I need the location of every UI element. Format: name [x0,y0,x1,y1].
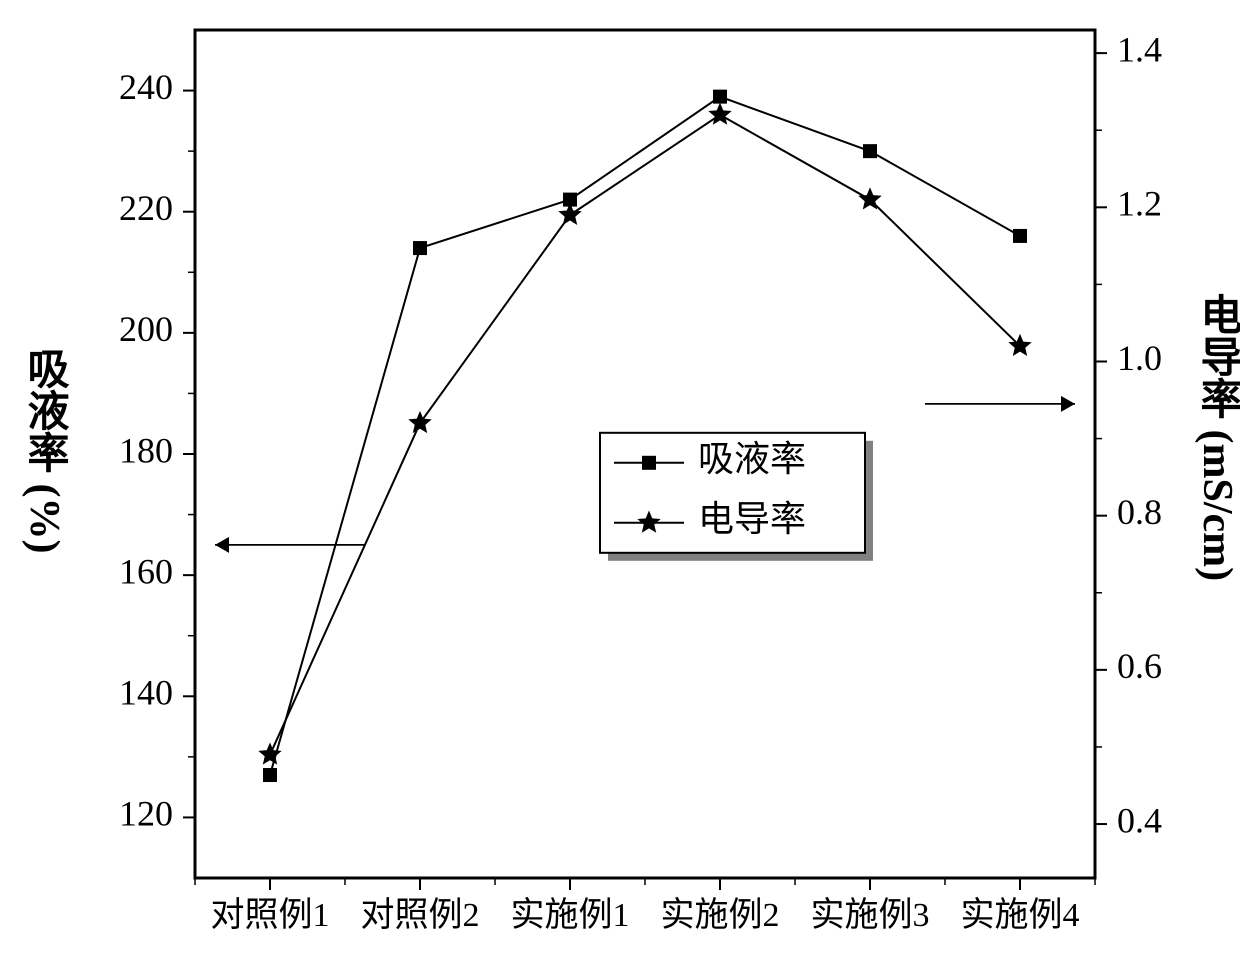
y-right-axis-label: 电导率 (mS/cm) [1187,132,1240,743]
legend-label: 吸液率 [698,439,806,479]
y-left-tick-label: 140 [119,673,173,713]
x-tick-label: 实施例4 [961,896,1080,934]
square-marker [642,456,656,470]
y-right-tick-label: 0.8 [1117,492,1162,532]
y-left-axis-label: 吸液率 (%) [14,217,81,683]
y-right-tick-label: 1.2 [1117,184,1162,224]
x-tick-label: 实施例1 [511,896,630,934]
y-right-tick-label: 0.6 [1117,646,1162,686]
square-marker [1013,229,1027,243]
y-right-tick-label: 1.4 [1117,29,1162,69]
square-marker [263,768,277,782]
y-left-tick-label: 200 [119,309,173,349]
x-tick-label: 实施例2 [661,896,780,934]
y-left-tick-label: 160 [119,551,173,591]
square-marker [713,90,727,104]
x-tick-label: 对照例2 [361,896,480,934]
x-tick-label: 对照例1 [211,896,330,934]
y-right-tick-label: 1.0 [1117,338,1162,378]
y-left-tick-label: 220 [119,188,173,228]
y-right-tick-label: 0.4 [1117,800,1162,840]
square-marker [413,241,427,255]
y-left-tick-label: 180 [119,430,173,470]
dual-axis-line-chart: 120 140 160 180 200 220 240 0.4 0.6 0.8 1.0 1.2 1.4 对… [0,0,1240,958]
y-left-tick-label: 240 [119,67,173,107]
x-tick-label: 实施例3 [811,896,930,934]
square-marker [863,144,877,158]
y-left-tick-label: 120 [119,794,173,834]
legend-label: 电导率 [698,499,806,539]
